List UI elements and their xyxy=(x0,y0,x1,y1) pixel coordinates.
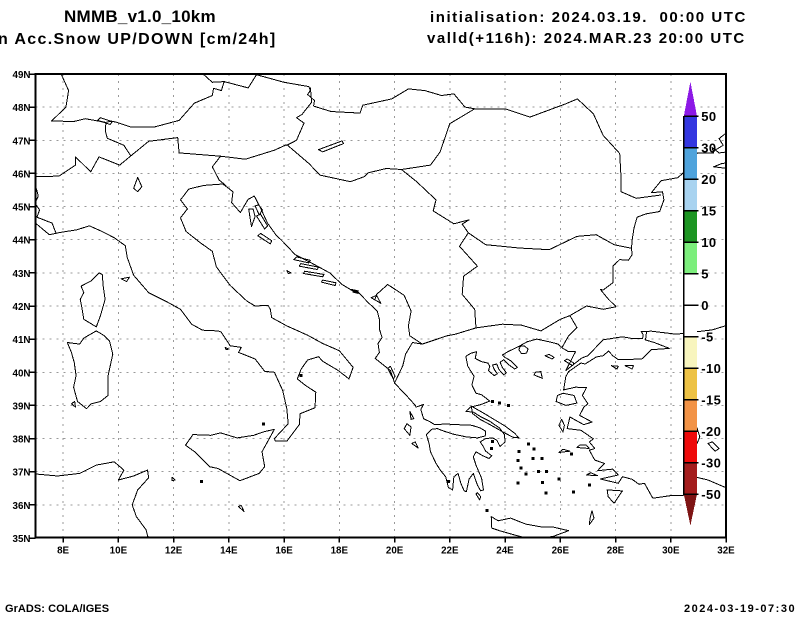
svg-text:48N: 48N xyxy=(13,103,31,114)
svg-text:14E: 14E xyxy=(220,546,238,557)
svg-text:24E: 24E xyxy=(496,546,514,557)
svg-text:10E: 10E xyxy=(110,546,128,557)
svg-text:30E: 30E xyxy=(662,546,680,557)
svg-text:5: 5 xyxy=(701,266,709,281)
svg-text:18E: 18E xyxy=(331,546,349,557)
svg-text:0: 0 xyxy=(701,298,709,313)
svg-text:38N: 38N xyxy=(13,435,31,446)
svg-text:GrADS: COLA/IGES: GrADS: COLA/IGES xyxy=(5,603,109,615)
svg-text:-50: -50 xyxy=(701,487,721,502)
svg-text:26E: 26E xyxy=(552,546,570,557)
svg-text:20: 20 xyxy=(701,172,716,187)
svg-text:36N: 36N xyxy=(13,501,31,512)
svg-text:37N: 37N xyxy=(13,468,31,479)
svg-text:50: 50 xyxy=(701,109,716,124)
svg-text:-10: -10 xyxy=(701,361,721,376)
svg-text:22E: 22E xyxy=(441,546,459,557)
svg-text:12E: 12E xyxy=(165,546,183,557)
svg-text:16E: 16E xyxy=(275,546,293,557)
svg-text:15: 15 xyxy=(701,203,716,218)
svg-text:39N: 39N xyxy=(13,401,31,412)
svg-text:43N: 43N xyxy=(13,269,31,280)
svg-text:30: 30 xyxy=(701,140,716,155)
svg-text:20E: 20E xyxy=(386,546,404,557)
svg-text:-20: -20 xyxy=(701,424,721,439)
svg-text:-15: -15 xyxy=(701,392,721,407)
svg-text:NMMB_v1.0_10km: NMMB_v1.0_10km xyxy=(64,7,216,26)
svg-text:-30: -30 xyxy=(701,455,721,470)
svg-text:initialisation: 2024.03.19. 0: initialisation: 2024.03.19. 00:00 UTC xyxy=(430,9,747,26)
svg-text:2024-03-19-07:30: 2024-03-19-07:30 xyxy=(684,603,796,615)
svg-text:49N: 49N xyxy=(13,70,31,81)
svg-text:32E: 32E xyxy=(717,546,735,557)
svg-text:valld(+116h): 2024.MAR.23 20:0: valld(+116h): 2024.MAR.23 20:00 UTC xyxy=(427,30,746,47)
svg-text:n Acc.Snow UP/DOWN [cm/24h]: n Acc.Snow UP/DOWN [cm/24h] xyxy=(0,31,277,48)
svg-text:40N: 40N xyxy=(13,368,31,379)
svg-text:8E: 8E xyxy=(57,546,69,557)
svg-text:28E: 28E xyxy=(607,546,625,557)
svg-text:35N: 35N xyxy=(13,534,31,545)
svg-text:46N: 46N xyxy=(13,169,31,180)
svg-text:45N: 45N xyxy=(13,203,31,214)
svg-text:-5: -5 xyxy=(701,329,713,344)
svg-text:10: 10 xyxy=(701,235,716,250)
svg-text:47N: 47N xyxy=(13,136,31,147)
svg-text:44N: 44N xyxy=(13,236,31,247)
svg-text:42N: 42N xyxy=(13,302,31,313)
svg-text:41N: 41N xyxy=(13,335,31,346)
